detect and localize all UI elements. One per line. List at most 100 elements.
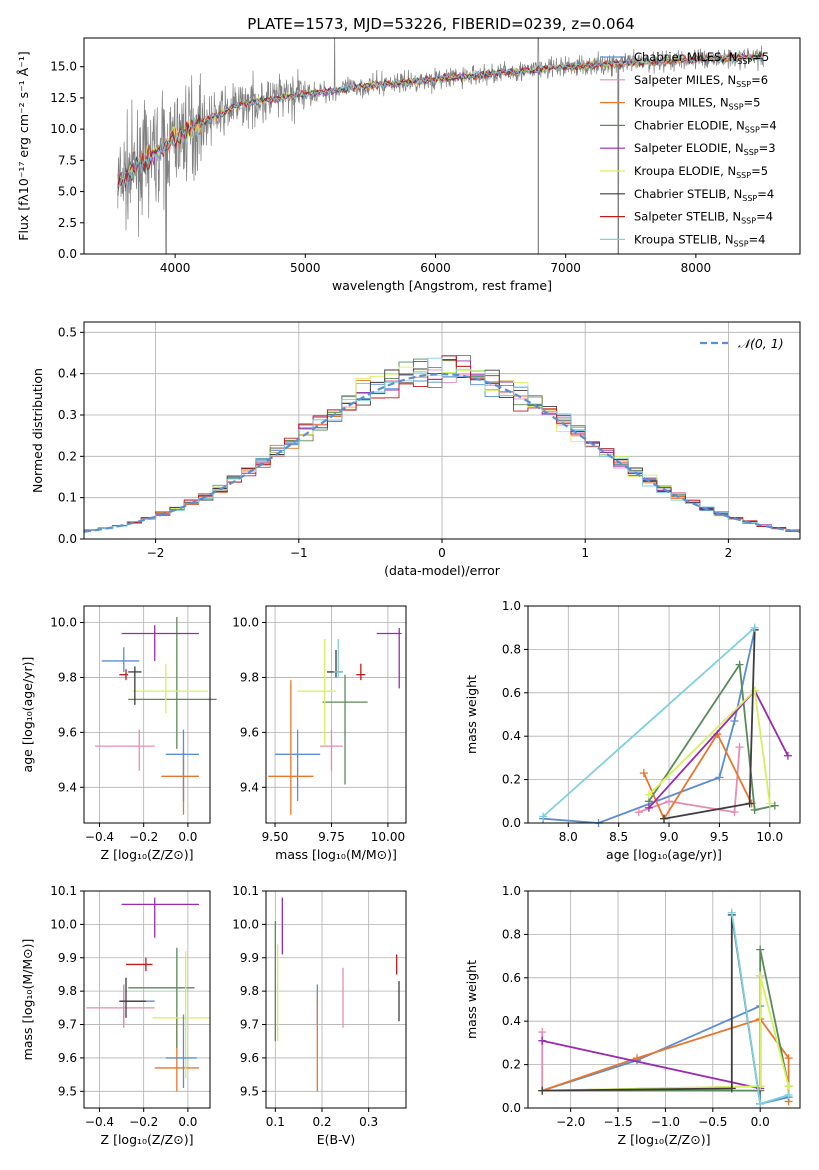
y-tick-label: 0.1: [58, 491, 77, 505]
weight-marker: [639, 769, 648, 778]
error-bar: [95, 729, 155, 771]
y-tick-label: 0.0: [58, 532, 77, 546]
legend-entry: Salpeter ELODIE, NSSP=3: [634, 141, 776, 157]
weight-marker: [538, 1086, 547, 1095]
x-tick-label: 0.0: [751, 1115, 770, 1129]
weight-marker: [756, 971, 765, 980]
figure-title: PLATE=1573, MJD=53226, FIBERID=0239, z=0…: [247, 15, 634, 33]
weight-marker: [644, 803, 653, 812]
x-tick-label: 9.5: [710, 830, 729, 844]
x-axis-label: (data-model)/error: [384, 563, 501, 578]
legend-entry: Kroupa ELODIE, NSSP=5: [634, 164, 768, 180]
weight-marker: [644, 790, 653, 799]
y-tick-label: 9.4: [240, 780, 259, 794]
panel-mass-weight-vs-age: 8.0 8.5 9.0 9.5 10.0 0.0 0.2 0.4 0.6 0.8 1.0 age [l…: [464, 599, 801, 862]
model-spectrum-8: [117, 53, 764, 188]
plot-area: [266, 890, 406, 1108]
ticks: 4000 5000 6000 7000 8000 0.0 2.5 5.0 7.5 10.0 12.5…: [50, 60, 711, 275]
y-tick-label: 10.0: [50, 917, 77, 931]
y-tick-label: 0.2: [58, 449, 77, 463]
y-tick-label: 7.5: [58, 153, 77, 167]
ticks: 0.1 0.2 0.3 9.5 9.6 9.7 9.8 9.9 10.0 10.1: [232, 884, 378, 1129]
weight-marker: [727, 1084, 736, 1093]
x-axis-label: Z [log₁₀(Z/Z⊙)]: [101, 1132, 194, 1147]
y-tick-label: 12.5: [50, 91, 77, 105]
y-tick-label: 9.8: [240, 670, 259, 684]
x-tick-label: −0.4: [85, 830, 114, 844]
legend-value: =3: [759, 141, 776, 155]
panel-age-vs-z: −0.4 −0.2 0.0 9.4 9.6 9.8 10.0 Z [log₁₀(Z/Z⊙)] a…: [20, 605, 217, 862]
axes-frame: [83, 890, 211, 1109]
error-bar: [297, 638, 336, 747]
y-tick-label: 9.9: [240, 951, 259, 965]
ticks: 8.0 8.5 9.0 9.5 10.0 0.0 0.2 0.4 0.6 0.8 1.0: [502, 599, 783, 844]
y-tick-label: 9.6: [58, 1051, 77, 1065]
x-tick-label: 8.0: [559, 830, 578, 844]
y-tick-label: 10.0: [50, 122, 77, 136]
legend-subscript: SSP: [737, 57, 752, 66]
weight-marker: [660, 814, 668, 823]
weight-marker: [634, 808, 643, 817]
x-tick-label: −1: [290, 546, 308, 560]
legend-entry: Salpeter MILES, NSSP=6: [634, 73, 768, 89]
ticks: −2.0 −1.5 −1.0 −0.5 0.0 0.0 0.2 0.4 0.6 0.8 1.0: [502, 884, 770, 1129]
model-spectrum-6: [117, 50, 763, 196]
ticks: −2 −1 0 1 2 0.0 0.1 0.2 0.3 0.4 0.5: [58, 325, 732, 560]
legend-value: =6: [751, 73, 768, 87]
error-bar: [132, 663, 208, 714]
error-bar: [268, 680, 314, 815]
legend-subscript: SSP: [736, 171, 751, 180]
y-tick-label: 10.1: [50, 884, 77, 898]
x-axis-label: Z [log₁₀(Z/Z⊙)]: [618, 1132, 711, 1147]
y-tick-label: 9.8: [240, 984, 259, 998]
error-bar: [333, 638, 343, 678]
legend-entry: 𝒩(0, 1): [738, 336, 784, 351]
error-bar: [165, 1014, 197, 1088]
y-axis-label: age [log₁₀(age/yr)]: [20, 657, 35, 773]
x-tick-label: 10.00: [371, 830, 405, 844]
y-axis-label: mass weight: [464, 960, 479, 1039]
y-axis-label: mass weight: [464, 675, 479, 754]
legend: Chabrier MILES, NSSP=5 Salpeter MILES, NS…: [600, 50, 777, 248]
x-axis-label: Z [log₁₀(Z/Z⊙)]: [101, 847, 194, 862]
weight-marker: [745, 799, 754, 808]
error-bar: [376, 627, 402, 689]
y-tick-label: 0.6: [502, 971, 521, 985]
y-tick-label: 0.8: [502, 927, 521, 941]
panel-mass-vs-z: −0.4 −0.2 0.0 9.5 9.6 9.7 9.8 9.9 10.0 10.1 Z [log…: [20, 884, 211, 1147]
error-bars: [274, 897, 400, 1092]
error-bar: [320, 729, 343, 771]
legend-entry: Salpeter STELIB, NSSP=4: [634, 210, 773, 226]
weight-marker: [715, 773, 724, 782]
y-tick-label: 9.8: [58, 670, 77, 684]
error-bar: [121, 625, 199, 661]
x-tick-label: −0.2: [129, 1115, 158, 1129]
x-tick-label: 9.0: [659, 830, 678, 844]
error-bar: [152, 951, 210, 1078]
legend-subscript: SSP: [736, 80, 751, 89]
weight-marker: [770, 801, 779, 810]
legend-entry: Chabrier ELODIE, NSSP=4: [634, 118, 777, 134]
weight-line-2: [643, 732, 753, 821]
legend-subscript: SSP: [744, 148, 759, 157]
y-tick-label: 2.5: [58, 216, 77, 230]
error-bar: [119, 977, 146, 1018]
y-tick-label: 15.0: [50, 60, 77, 74]
y-tick-label: 0.6: [502, 686, 521, 700]
x-tick-label: 2: [725, 546, 733, 560]
weight-marker: [735, 660, 744, 669]
y-tick-label: 10.0: [232, 615, 259, 629]
plot-area: [528, 605, 800, 827]
weight-line-5: [542, 975, 790, 1092]
x-tick-label: 0.1: [266, 1115, 285, 1129]
legend-subscript: SSP: [729, 103, 744, 112]
plot-area: [117, 38, 764, 254]
weight-marker: [756, 945, 765, 954]
y-tick-label: 9.6: [240, 725, 259, 739]
y-axis-label: mass [log₁₀(M/M⊙)]: [20, 939, 35, 1061]
plot-area: [528, 890, 800, 1109]
x-tick-label: 10.0: [756, 830, 783, 844]
y-tick-label: 9.8: [58, 984, 77, 998]
charts: 4000 5000 6000 7000 80000.02.55.07.510.012.5…: [16, 37, 801, 1147]
